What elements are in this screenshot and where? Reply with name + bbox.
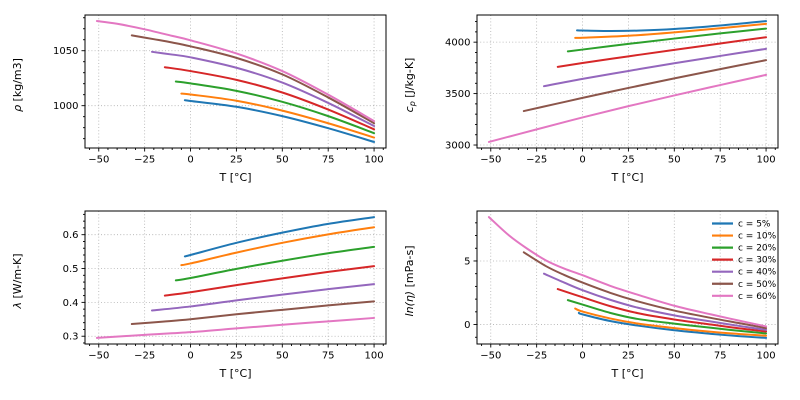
y-tick-label: 0.6	[63, 230, 79, 241]
x-axis-label: T [°C]	[219, 171, 252, 184]
x-tick-label: 50	[668, 155, 681, 166]
y-tick-label: 3000	[445, 141, 470, 152]
x-axis-label: T [°C]	[219, 367, 252, 380]
series-line-c-20	[566, 299, 768, 335]
series-line-c-50	[130, 300, 376, 326]
series-line-c-20	[174, 245, 376, 282]
x-tick-label: −50	[88, 155, 109, 166]
x-tick-label: 25	[622, 351, 635, 362]
y-tick-label: 0.4	[63, 298, 79, 309]
x-tick-label: −50	[480, 351, 501, 362]
y-tick-label: 3500	[445, 89, 470, 100]
x-tick-label: 0	[187, 351, 193, 362]
x-tick-label: −25	[526, 351, 547, 362]
y-tick-label: 5	[464, 256, 470, 267]
series-line-c-60	[487, 73, 768, 143]
x-tick-label: −50	[480, 155, 501, 166]
x-tick-label: 50	[276, 155, 289, 166]
x-tick-label: 100	[757, 155, 776, 166]
x-tick-label: 100	[365, 155, 384, 166]
x-tick-label: −25	[526, 155, 547, 166]
legend-label-c-40: c = 40%	[738, 268, 777, 278]
series-line-c-10	[574, 22, 768, 39]
series-line-c-40	[150, 50, 376, 128]
series-line-c-10	[574, 307, 768, 337]
x-tick-label: 0	[187, 155, 193, 166]
x-tick-label: 25	[622, 155, 635, 166]
series-line-c-20	[174, 80, 376, 135]
series-line-c-50	[130, 34, 376, 125]
series-line-c-10	[180, 92, 376, 139]
series-line-c-30	[163, 265, 376, 297]
x-axis-label: T [°C]	[611, 171, 644, 184]
series-line-c-20	[566, 27, 768, 53]
x-tick-label: 75	[322, 155, 335, 166]
y-axis-label: ln(η) [mPa-s]	[403, 246, 416, 317]
x-tick-label: 0	[579, 155, 585, 166]
x-tick-label: 25	[230, 155, 243, 166]
x-tick-label: −50	[88, 351, 109, 362]
legend-label-c-50: c = 50%	[738, 280, 777, 290]
x-tick-label: 75	[714, 351, 727, 362]
y-tick-label: 4000	[445, 38, 470, 49]
series-line-c-60	[95, 316, 376, 339]
x-tick-label: 75	[322, 351, 335, 362]
x-tick-label: 50	[668, 351, 681, 362]
legend-label-c-30: c = 30%	[738, 256, 777, 266]
x-tick-label: 100	[757, 351, 776, 362]
series-line-c-60	[95, 20, 376, 123]
series-line-c-30	[556, 36, 768, 68]
subplot-density: −50 −25 0 25 50 75 100 1000 1050 T [°C] ρ [kg/m3]	[11, 14, 387, 184]
y-tick-label: 0	[464, 320, 470, 331]
series-line-c-50	[522, 59, 768, 113]
x-tick-label: 75	[714, 155, 727, 166]
y-tick-label: 0.5	[63, 264, 79, 275]
y-tick-label: 1000	[53, 101, 78, 112]
axes-spines	[84, 14, 387, 149]
y-tick-label: 1050	[53, 46, 78, 57]
series-line-c-30	[163, 66, 376, 131]
series-line-c-40	[542, 47, 768, 88]
legend: c = 5% c = 10% c = 20% c = 30% c = 40% c = 50…	[712, 220, 777, 302]
legend-label-c-20: c = 20%	[738, 244, 777, 254]
series-line-c-40	[542, 272, 768, 331]
legend-label-c-5: c = 5%	[738, 220, 771, 230]
subplot-thermal_conductivity: −50 −25 0 25 50 75 100 0.3 0.4 0.5 0.6 T [°C] λ [W/m…	[11, 210, 387, 380]
x-axis-label: T [°C]	[611, 367, 644, 380]
series-line-c-5	[576, 20, 768, 33]
subplot-specific_heat: −50 −25 0 25 50 75 100 3000 3500 4000 T [°C] cp [J/…	[403, 14, 779, 184]
series-line-c-60	[487, 216, 768, 328]
legend-label-c-60: c = 60%	[738, 292, 777, 302]
axes-spines	[84, 210, 387, 345]
subplot-ln_viscosity: −50 −25 0 25 50 75 100 0 5 T [°C] ln(η) [mPa-s] c =…	[403, 210, 779, 380]
y-axis-label: ρ [kg/m3]	[11, 58, 24, 112]
legend-label-c-10: c = 10%	[738, 232, 777, 242]
series-line-c-5	[183, 216, 376, 258]
series-line-c-10	[180, 226, 376, 267]
x-tick-label: 50	[276, 351, 289, 362]
x-tick-label: 25	[230, 351, 243, 362]
x-tick-label: −25	[134, 351, 155, 362]
y-axis-label: cp [J/kg-K]	[403, 58, 417, 113]
x-tick-label: 100	[365, 351, 384, 362]
series-line-c-5	[183, 99, 376, 143]
y-axis-label: λ [W/m-K]	[11, 253, 24, 309]
axes-spines	[476, 14, 779, 149]
series-line-c-30	[556, 288, 768, 333]
x-tick-label: −25	[134, 155, 155, 166]
axes-spines	[476, 210, 779, 345]
y-tick-label: 0.3	[63, 332, 79, 343]
series-line-c-40	[150, 283, 376, 312]
series-line-c-50	[522, 251, 768, 330]
series-line-c-5	[577, 311, 768, 339]
x-tick-label: 0	[579, 351, 585, 362]
